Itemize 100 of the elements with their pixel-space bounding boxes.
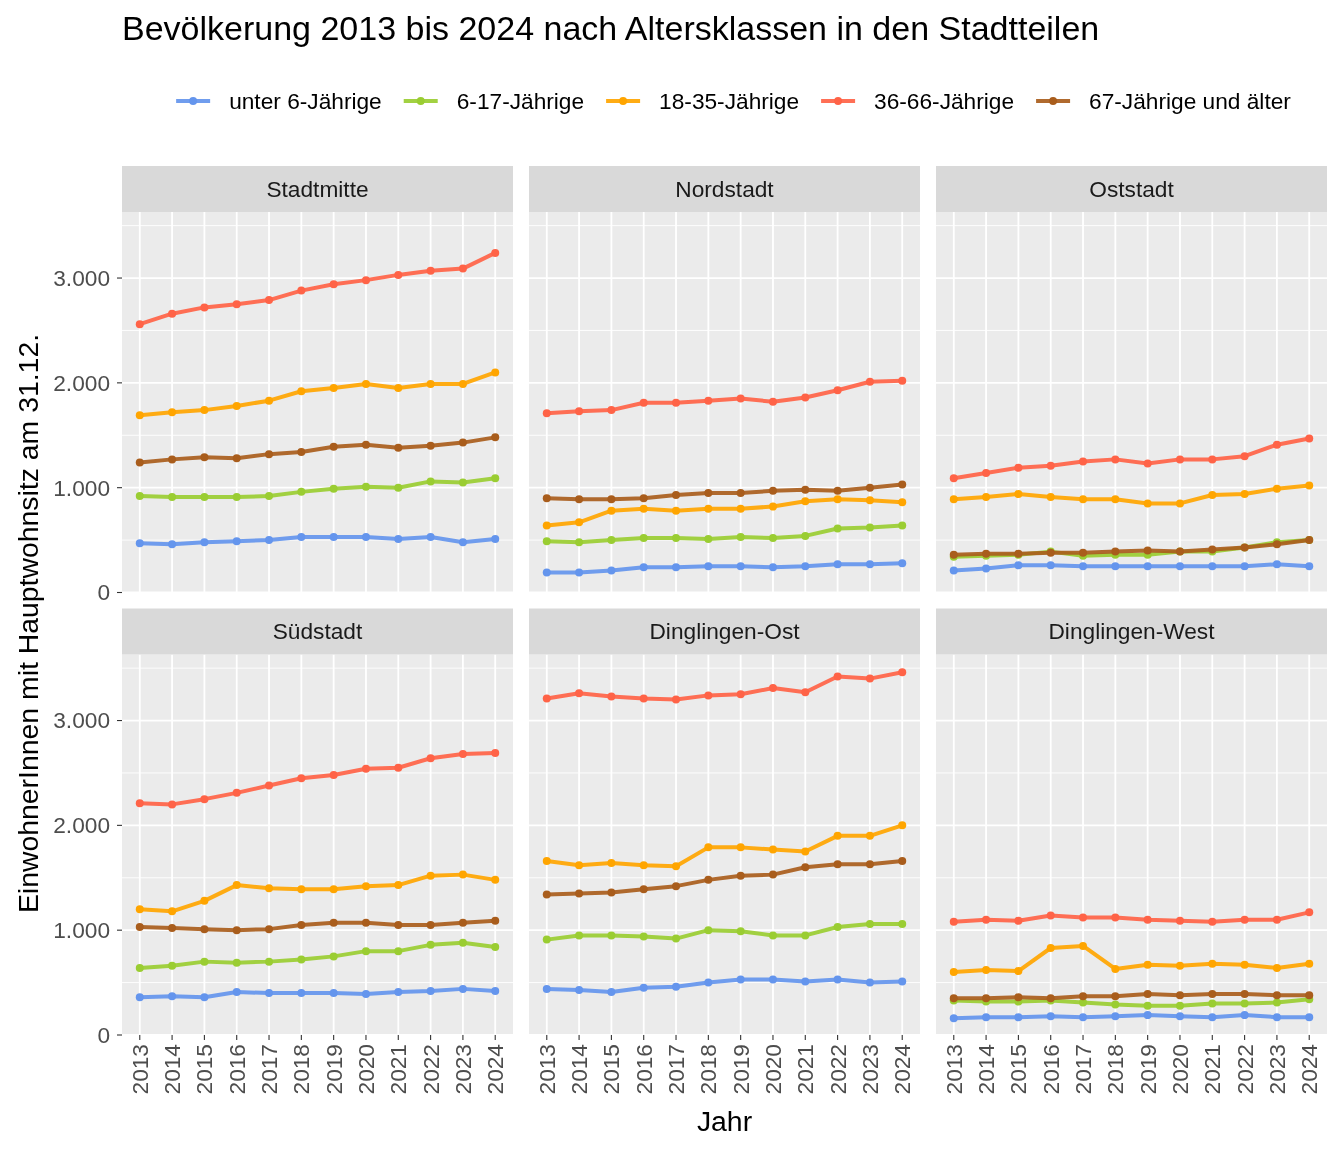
point — [898, 498, 907, 507]
point — [833, 386, 842, 395]
point — [232, 454, 241, 463]
point — [232, 300, 241, 309]
point — [297, 989, 306, 998]
point — [542, 890, 551, 899]
legend-label: 18-35-Jährige — [659, 87, 800, 114]
point — [232, 493, 241, 502]
point — [1111, 992, 1120, 1001]
point — [265, 492, 274, 501]
point — [200, 896, 209, 905]
point — [297, 885, 306, 894]
x-tick-label: 2023 — [1263, 1044, 1290, 1095]
point — [801, 562, 810, 571]
point — [265, 450, 274, 459]
point — [135, 799, 144, 808]
point — [865, 919, 874, 928]
point — [1111, 964, 1120, 973]
point — [865, 483, 874, 492]
point — [1143, 1001, 1152, 1010]
point — [1272, 915, 1281, 924]
point — [329, 952, 338, 961]
point — [575, 568, 584, 577]
x-tick-label: 2014 — [159, 1044, 186, 1095]
point — [542, 521, 551, 530]
point — [704, 875, 713, 884]
point — [833, 524, 842, 533]
point — [704, 843, 713, 852]
point — [801, 393, 810, 402]
point — [426, 871, 435, 880]
point — [394, 947, 403, 956]
point — [768, 502, 777, 511]
point — [704, 978, 713, 987]
x-tick-label: 2024 — [1296, 1044, 1323, 1095]
point — [672, 398, 681, 407]
y-axis-title: EinwohnerInnen mit Hauptwohnsitz am 31.12. — [12, 333, 44, 914]
y-tick-label: 3.000 — [53, 707, 110, 734]
point — [394, 270, 403, 279]
point — [736, 488, 745, 497]
x-tick-label: 2020 — [352, 1044, 379, 1095]
point — [135, 492, 144, 501]
point — [865, 978, 874, 987]
point — [833, 560, 842, 569]
point — [736, 975, 745, 984]
point — [575, 861, 584, 870]
point — [1046, 561, 1055, 570]
point — [232, 926, 241, 935]
point — [575, 931, 584, 940]
point — [1305, 481, 1314, 490]
point — [361, 764, 370, 773]
point — [491, 433, 500, 442]
point — [672, 533, 681, 542]
point — [833, 923, 842, 932]
point — [1272, 440, 1281, 449]
point — [1208, 491, 1217, 500]
point — [898, 521, 907, 530]
point — [200, 406, 209, 415]
point — [607, 536, 616, 545]
x-tick-label: 2019 — [1134, 1044, 1161, 1095]
point — [542, 984, 551, 993]
point — [607, 506, 616, 515]
point — [898, 559, 907, 568]
point — [865, 674, 874, 683]
point — [1111, 1000, 1120, 1009]
point — [575, 407, 584, 416]
text: Bevölkerung 2013 bis 2024 nach Altersklassen in den Stadtteilen — [122, 9, 1100, 47]
point — [898, 919, 907, 928]
point — [639, 504, 648, 513]
point — [491, 474, 500, 483]
x-tick-label: 2015 — [1005, 1044, 1032, 1095]
point — [458, 379, 467, 388]
x-tick-label: 2016 — [1037, 1044, 1064, 1095]
x-tick-label: 2017 — [255, 1044, 282, 1095]
point — [898, 977, 907, 986]
point — [1272, 560, 1281, 569]
point — [394, 483, 403, 492]
point — [575, 518, 584, 527]
point — [1014, 993, 1023, 1002]
point — [672, 934, 681, 943]
point — [329, 442, 338, 451]
point — [704, 535, 713, 544]
point — [1111, 495, 1120, 504]
point — [672, 882, 681, 891]
point — [1240, 915, 1249, 924]
x-tick-label: 2014 — [973, 1044, 1000, 1095]
point — [801, 688, 810, 697]
point — [639, 398, 648, 407]
point — [361, 882, 370, 891]
point — [768, 563, 777, 572]
point — [200, 925, 209, 934]
point — [1240, 562, 1249, 571]
point — [801, 863, 810, 872]
point — [1079, 495, 1088, 504]
point — [1014, 561, 1023, 570]
point — [898, 857, 907, 865]
point — [1175, 1001, 1184, 1010]
point — [768, 975, 777, 984]
x-tick-label: 2020 — [759, 1044, 786, 1095]
point — [833, 975, 842, 984]
point — [736, 690, 745, 699]
